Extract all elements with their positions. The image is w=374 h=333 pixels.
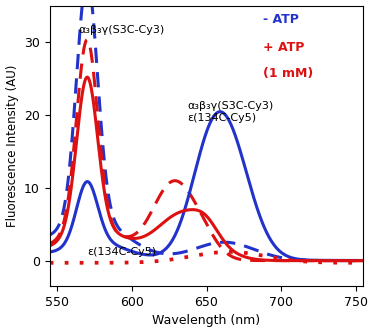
Text: (1 mM): (1 mM) [263,67,313,80]
Text: ε(134C-Cy5): ε(134C-Cy5) [88,247,156,257]
Text: α₃β₃γ(S3C-Cy3): α₃β₃γ(S3C-Cy3) [78,25,164,35]
Y-axis label: Fluorescence Intensity (AU): Fluorescence Intensity (AU) [6,65,19,227]
Text: - ATP: - ATP [263,13,299,26]
Text: + ATP: + ATP [263,41,304,54]
Text: α₃β₃γ(S3C-Cy3)
ε(134C-Cy5): α₃β₃γ(S3C-Cy3) ε(134C-Cy5) [188,101,274,123]
X-axis label: Wavelength (nm): Wavelength (nm) [153,314,261,327]
